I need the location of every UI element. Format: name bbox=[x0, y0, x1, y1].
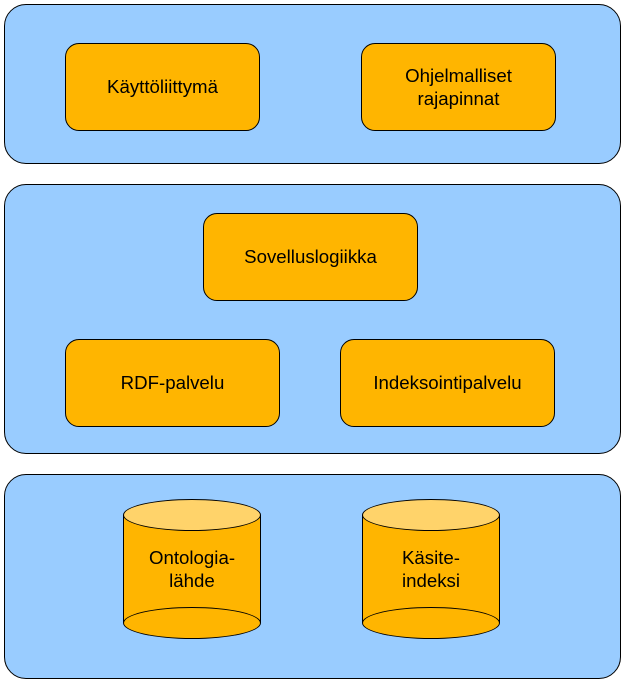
concept-index-db-top bbox=[362, 499, 500, 531]
index-box: Indeksointipalvelu bbox=[340, 339, 555, 427]
ontology-db: Ontologia- lähde bbox=[123, 499, 261, 639]
rdf-box-label: RDF-palvelu bbox=[121, 371, 225, 394]
concept-index-db: Käsite- indeksi bbox=[362, 499, 500, 639]
data-layer: Ontologia- lähde Käsite- indeksi bbox=[4, 474, 621, 679]
ui-box-label: Käyttöliittymä bbox=[107, 75, 218, 98]
index-box-label: Indeksointipalvelu bbox=[373, 371, 521, 394]
presentation-layer: Käyttöliittymä Ohjelmalliset rajapinnat bbox=[4, 4, 621, 164]
concept-index-db-bottom bbox=[362, 607, 500, 639]
ui-box: Käyttöliittymä bbox=[65, 43, 260, 131]
ontology-db-bottom bbox=[123, 607, 261, 639]
logic-layer: Sovelluslogiikka RDF-palvelu Indeksointipa… bbox=[4, 184, 621, 454]
ontology-db-label: Ontologia- lähde bbox=[149, 546, 235, 593]
concept-index-db-label: Käsite- indeksi bbox=[402, 546, 460, 593]
api-box: Ohjelmalliset rajapinnat bbox=[361, 43, 556, 131]
app-logic-box: Sovelluslogiikka bbox=[203, 213, 418, 301]
api-box-label: Ohjelmalliset rajapinnat bbox=[405, 64, 512, 111]
rdf-box: RDF-palvelu bbox=[65, 339, 280, 427]
app-logic-box-label: Sovelluslogiikka bbox=[244, 245, 377, 268]
ontology-db-top bbox=[123, 499, 261, 531]
